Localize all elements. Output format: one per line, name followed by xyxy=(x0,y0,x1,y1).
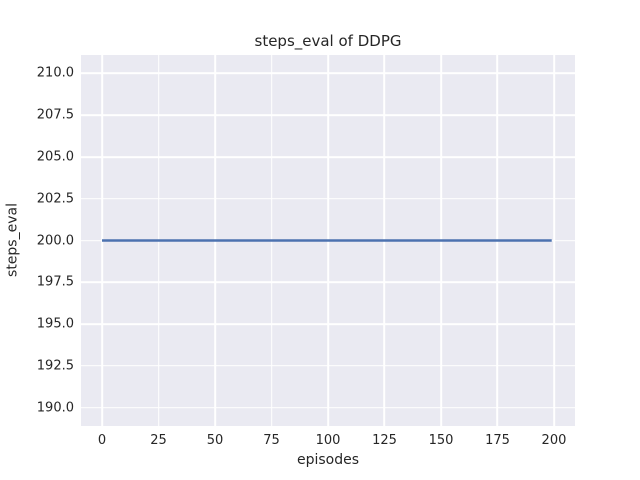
series-layer xyxy=(81,55,575,426)
y-tick-label: 200.0 xyxy=(36,233,74,248)
x-tick-label: 25 xyxy=(150,433,167,448)
x-tick-label: 0 xyxy=(97,433,107,448)
x-tick-label: 50 xyxy=(206,433,224,448)
y-axis-ticks: 190.0 192.5 195.0 197.5 200.0 202.5 205.0 207.5… xyxy=(0,55,74,426)
y-tick-label: 202.5 xyxy=(36,191,74,207)
x-tick-label: 175 xyxy=(485,433,510,448)
chart-title: steps_eval of DDPG xyxy=(254,32,402,50)
x-tick-label: 200 xyxy=(541,433,567,448)
x-axis-ticks: 0 25 50 75 100 125 150 175 200 xyxy=(81,433,575,449)
gridline-horizontal xyxy=(81,114,575,116)
y-tick-label: 210.0 xyxy=(36,65,74,81)
gridline-horizontal xyxy=(81,281,575,284)
y-tick-label: 205.0 xyxy=(36,149,74,165)
plot-area xyxy=(81,55,575,426)
y-axis-label: steps_eval xyxy=(4,203,21,277)
gridline-horizontal xyxy=(81,156,575,158)
y-tick-label: 192.5 xyxy=(36,358,74,374)
y-tick-label: 195.0 xyxy=(36,316,74,332)
x-tick-label: 150 xyxy=(428,433,454,448)
y-tick-label: 207.5 xyxy=(36,107,74,123)
gridline-horizontal xyxy=(81,72,575,75)
gridline-horizontal xyxy=(81,197,575,200)
gridline-horizontal xyxy=(81,323,575,325)
y-tick-label: 190.0 xyxy=(36,400,74,416)
x-axis-label: episodes xyxy=(296,452,360,468)
gridline-horizontal xyxy=(81,365,575,367)
x-tick-label: 75 xyxy=(263,433,280,448)
x-tick-label: 100 xyxy=(315,433,341,448)
x-tick-label: 125 xyxy=(372,433,397,448)
y-tick-label: 197.5 xyxy=(36,274,74,290)
gridline-horizontal xyxy=(81,406,575,409)
